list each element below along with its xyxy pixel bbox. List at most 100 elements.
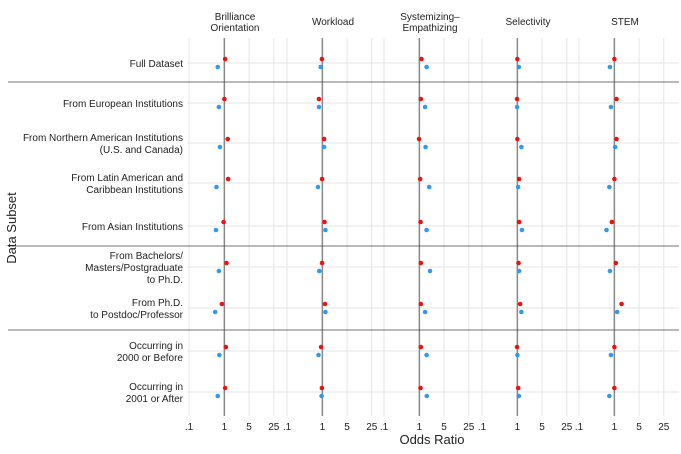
red-point [319,385,325,391]
red-point [612,56,617,62]
red-point [316,96,322,102]
blue-point [316,104,322,110]
blue-point [608,352,614,358]
red-point [322,301,328,307]
panel-title: Brilliance Orientation [211,12,260,34]
red-point [222,385,228,391]
row-label: From Ph.D. to Postdoc/Professor [90,298,183,321]
red-point [222,96,227,102]
red-point [321,136,327,142]
x-tick-label: 1 [320,422,326,433]
blue-point [323,309,328,315]
blue-point [614,309,620,315]
blue-point [514,104,520,110]
blue-point [604,227,609,233]
blue-point [422,104,428,110]
blue-point [424,393,430,399]
red-point [619,301,624,307]
blue-point [217,352,222,358]
red-point [514,344,520,350]
red-point [418,260,424,266]
row-label: From Asian Institutions [82,222,183,233]
red-point [222,56,228,62]
blue-point [321,144,327,150]
x-tick-label: 5 [539,422,545,433]
x-tick-label: 1 [222,422,228,433]
blue-point [519,144,524,150]
blue-point [515,184,521,190]
blue-point [607,64,613,70]
blue-point [424,352,429,358]
red-point [515,385,521,391]
blue-point [516,268,522,274]
red-point [514,96,520,102]
blue-point [319,393,324,399]
red-point [416,136,422,142]
blue-point [607,393,612,399]
blue-point [607,184,612,190]
red-point [517,301,523,307]
red-point [614,136,619,142]
red-point [418,344,424,350]
red-point [515,56,520,62]
x-tick-label: 5 [441,422,447,433]
blue-point [426,184,432,190]
red-point [609,219,615,225]
data-points [212,56,624,399]
blue-point [515,352,520,358]
red-point [612,385,617,391]
blue-point [424,227,429,233]
red-point [319,176,325,182]
blue-point [424,64,429,70]
grid-layer [187,38,679,416]
red-point [224,260,229,266]
x-tick-label: .1 [283,422,292,433]
red-point [319,260,325,266]
blue-point [213,227,219,233]
x-tick-label: 5 [344,422,350,433]
red-point [516,219,522,225]
x-axis-title: Odds Ratio [399,432,464,447]
blue-point [608,104,614,110]
blue-point [519,227,525,233]
x-tick-label: 1 [417,422,423,433]
blue-point [215,64,221,70]
red-point [612,176,617,182]
blue-point [422,309,428,315]
blue-point [516,393,522,399]
blue-point [519,309,524,315]
blue-point [214,184,219,190]
blue-point [215,393,221,399]
red-point [221,219,226,225]
x-tick-label: 25 [463,422,475,433]
x-tick-label: .1 [575,422,584,433]
blue-point [427,268,433,274]
red-point [516,176,522,182]
chart-text: Odds Ratio Data Subset Brilliance Orienta… [4,12,670,447]
row-label: From Northern American Institutions (U.S.… [23,133,183,156]
x-tick-label: 1 [515,422,521,433]
panel-title: STEM [611,17,639,28]
panel-title: Selectivity [505,17,550,28]
red-point [516,260,521,266]
blue-point [612,144,618,150]
blue-point [317,268,322,274]
x-tick-label: 25 [658,422,670,433]
row-label: Occurring in 2001 or After [126,382,184,405]
blue-point [217,144,223,150]
red-point [319,56,325,62]
row-label: From European Institutions [63,99,183,110]
x-tick-label: 5 [246,422,252,433]
red-point [223,344,229,350]
row-label: From Bachelors/Masters/Postgraduate to Ph… [85,251,183,286]
red-point [418,301,424,307]
blue-point [316,352,321,358]
blue-point [315,184,321,190]
reference-lines [223,38,616,416]
blue-point [423,144,428,150]
red-point [419,56,424,62]
red-point [417,176,423,182]
x-tick-label: 25 [366,422,378,433]
y-axis-title: Data Subset [4,192,19,264]
